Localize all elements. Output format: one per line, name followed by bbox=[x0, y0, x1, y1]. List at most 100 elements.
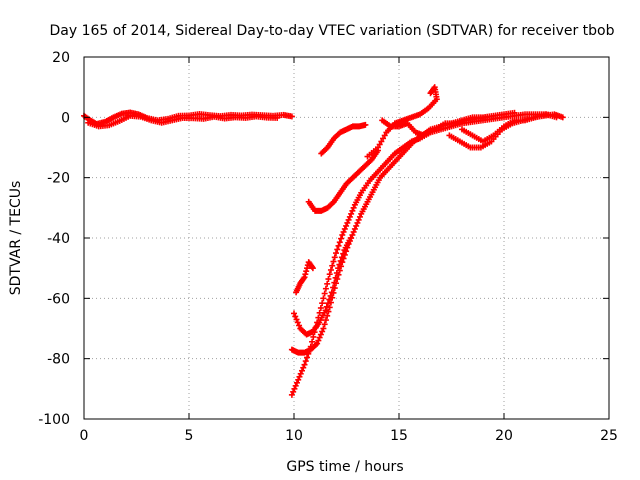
data-point bbox=[346, 213, 353, 220]
data-point bbox=[328, 289, 335, 296]
data-point bbox=[559, 114, 566, 121]
data-point bbox=[301, 274, 308, 281]
data-point bbox=[341, 225, 348, 232]
data-point bbox=[349, 207, 356, 214]
data-point bbox=[362, 121, 369, 128]
data-point bbox=[320, 325, 327, 332]
data-point bbox=[296, 322, 303, 329]
data-point bbox=[349, 231, 356, 238]
data-point bbox=[338, 254, 345, 261]
data-point bbox=[353, 222, 360, 229]
data-point bbox=[301, 361, 308, 368]
data-point bbox=[322, 285, 329, 292]
y-tick-label: -20 bbox=[47, 171, 70, 187]
chart-title: Day 165 of 2014, Sidereal Day-to-day VTE… bbox=[49, 23, 614, 39]
data-point bbox=[288, 113, 295, 120]
data-point bbox=[331, 254, 338, 261]
data-point bbox=[378, 138, 385, 145]
y-tick-label: -60 bbox=[47, 291, 70, 307]
data-point bbox=[325, 276, 332, 283]
data-point bbox=[327, 266, 334, 273]
x-tick-label: 5 bbox=[185, 428, 194, 444]
data-point bbox=[291, 385, 298, 392]
data-point bbox=[292, 382, 299, 389]
data-point bbox=[314, 340, 321, 347]
data-point bbox=[302, 271, 309, 278]
data-point bbox=[340, 228, 347, 235]
data-point bbox=[322, 317, 329, 324]
data-point bbox=[310, 333, 317, 340]
data-point bbox=[327, 292, 334, 299]
data-point bbox=[338, 235, 345, 242]
x-tick-label: 15 bbox=[390, 428, 408, 444]
data-point bbox=[293, 316, 300, 323]
x-axis-label: GPS time / hours bbox=[286, 459, 403, 475]
data-point bbox=[344, 219, 351, 226]
data-point bbox=[339, 231, 346, 238]
y-tick-label: 0 bbox=[61, 110, 70, 126]
x-tick-label: 20 bbox=[495, 428, 513, 444]
data-point bbox=[340, 250, 347, 257]
data-point bbox=[355, 216, 362, 223]
data-point bbox=[347, 235, 354, 241]
data-point bbox=[333, 250, 339, 257]
data-point bbox=[295, 376, 302, 383]
data-point bbox=[345, 216, 352, 223]
x-tick-label: 10 bbox=[285, 428, 303, 444]
data-point bbox=[315, 337, 322, 344]
data-point bbox=[323, 303, 330, 310]
data-point bbox=[350, 228, 357, 235]
data-point bbox=[317, 331, 324, 338]
data-point bbox=[316, 334, 323, 341]
data-point bbox=[320, 295, 327, 302]
data-point bbox=[484, 114, 491, 121]
data-point bbox=[331, 279, 338, 286]
y-tick-label: -100 bbox=[38, 412, 70, 428]
data-point bbox=[381, 132, 388, 139]
x-tick-label: 25 bbox=[600, 428, 618, 444]
data-point bbox=[337, 257, 344, 264]
data-point bbox=[511, 109, 518, 116]
y-tick-label: 20 bbox=[52, 50, 70, 66]
data-point bbox=[380, 135, 387, 142]
data-point bbox=[298, 367, 305, 374]
data-point bbox=[319, 300, 326, 307]
data-point bbox=[326, 271, 333, 278]
data-point bbox=[324, 280, 331, 287]
data-point bbox=[343, 222, 350, 229]
y-axis-label: SDTVAR / TECUs bbox=[8, 181, 24, 296]
data-point bbox=[304, 265, 311, 272]
data-point bbox=[348, 210, 355, 217]
data-point bbox=[296, 373, 303, 380]
data-point bbox=[326, 296, 333, 303]
data-point bbox=[302, 358, 309, 365]
data-point bbox=[317, 304, 324, 311]
data-point bbox=[321, 321, 328, 328]
data-point bbox=[294, 319, 301, 326]
data-point bbox=[292, 313, 299, 320]
data-point bbox=[335, 242, 342, 249]
data-point bbox=[303, 268, 310, 275]
data-point bbox=[304, 354, 311, 361]
data-point bbox=[329, 262, 336, 269]
data-point bbox=[376, 141, 383, 148]
data-point bbox=[319, 328, 326, 335]
x-tick-label: 0 bbox=[80, 428, 89, 444]
data-point bbox=[334, 246, 341, 253]
data-point bbox=[274, 114, 281, 121]
data-point bbox=[351, 225, 358, 232]
data-point bbox=[297, 370, 304, 377]
data-point bbox=[332, 274, 339, 281]
data-point bbox=[335, 265, 342, 272]
data-point bbox=[288, 391, 295, 398]
data-point bbox=[336, 239, 343, 246]
y-tick-label: -80 bbox=[47, 352, 70, 368]
data-point bbox=[293, 379, 300, 386]
data-points bbox=[81, 84, 566, 398]
y-tick-label: -40 bbox=[47, 231, 70, 247]
data-point bbox=[291, 310, 297, 317]
data-point bbox=[309, 338, 316, 345]
data-point bbox=[427, 90, 434, 97]
grid-lines bbox=[84, 57, 609, 419]
